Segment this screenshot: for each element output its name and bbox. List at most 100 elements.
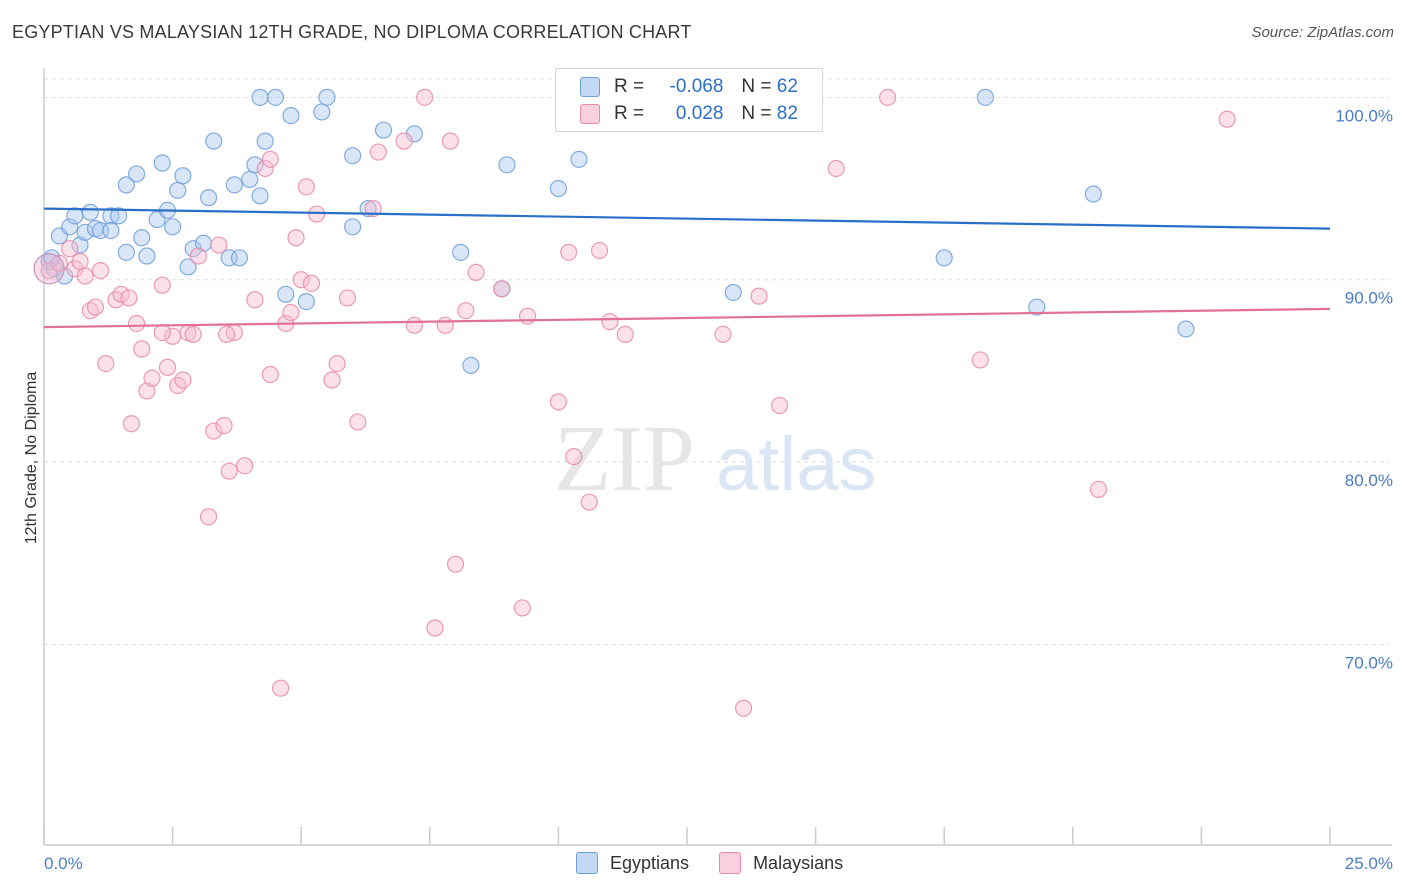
malaysians-point-7[interactable] (86, 298, 105, 316)
malaysians-point-2[interactable] (61, 240, 79, 258)
malaysians-point-18[interactable] (158, 358, 177, 376)
malaysians-point-66[interactable] (590, 241, 609, 260)
egyptians-point-31[interactable] (230, 249, 249, 267)
egyptians-point-30[interactable] (225, 176, 243, 194)
malaysians-point-9[interactable] (97, 354, 115, 373)
malaysians-point-31[interactable] (236, 457, 254, 475)
malaysians-point-16[interactable] (143, 369, 161, 387)
egyptians-point-55[interactable] (935, 249, 953, 267)
egyptians-point-13[interactable] (117, 243, 135, 261)
malaysians-point-47[interactable] (349, 413, 367, 431)
egyptians-point-41[interactable] (313, 103, 331, 121)
malaysians-point-33[interactable] (256, 159, 274, 178)
malaysians-point-74[interactable] (827, 159, 845, 178)
malaysians-point-61[interactable] (518, 307, 537, 325)
malaysians-point-53[interactable] (426, 619, 444, 637)
egyptians-point-33[interactable] (246, 156, 264, 174)
egyptians-point-28[interactable] (205, 132, 223, 150)
malaysians-point-50[interactable] (395, 132, 413, 150)
egyptians-point-14[interactable] (117, 176, 135, 194)
egyptians-point-37[interactable] (266, 88, 285, 106)
egyptians-point-54[interactable] (724, 283, 742, 302)
malaysians-point-68[interactable] (616, 325, 634, 344)
malaysians-point-35[interactable] (261, 365, 279, 384)
malaysians-point-38[interactable] (282, 303, 300, 322)
egyptians-point-34[interactable] (251, 187, 269, 205)
malaysians-point-60[interactable] (513, 599, 531, 617)
malaysians-point-52[interactable] (416, 88, 434, 106)
malaysians-point-12[interactable] (122, 415, 141, 433)
malaysians-point-28[interactable] (215, 416, 233, 435)
malaysians-point-21[interactable] (174, 371, 192, 389)
egyptians-point-44[interactable] (344, 218, 362, 236)
malaysians-point-65[interactable] (580, 493, 598, 511)
egyptians-point-22[interactable] (169, 181, 187, 199)
malaysians-point-54[interactable] (436, 316, 454, 334)
malaysians-point-1[interactable] (50, 254, 69, 272)
malaysians-point-79[interactable] (218, 325, 236, 344)
series-legend-malaysians[interactable]: Malaysians (719, 852, 843, 874)
egyptians-point-12[interactable] (102, 221, 120, 240)
malaysians-point-41[interactable] (297, 178, 315, 196)
malaysians-point-36[interactable] (272, 679, 290, 697)
egyptians-point-23[interactable] (174, 167, 192, 185)
egyptians-point-46[interactable] (374, 121, 393, 139)
malaysians-point-57[interactable] (457, 302, 475, 320)
malaysians-point-72[interactable] (750, 287, 768, 305)
malaysians-point-27[interactable] (210, 236, 228, 254)
egyptians-point-21[interactable] (164, 218, 182, 236)
malaysians-point-73[interactable] (770, 396, 789, 415)
malaysians-point-78[interactable] (1218, 110, 1236, 128)
malaysians-point-63[interactable] (560, 243, 578, 261)
egyptians-point-5[interactable] (66, 207, 84, 225)
malaysians-point-77[interactable] (1089, 480, 1108, 499)
malaysians-point-14[interactable] (133, 340, 151, 358)
egyptians-point-19[interactable] (153, 154, 171, 172)
malaysians-point-49[interactable] (369, 143, 387, 161)
malaysians-point-55[interactable] (441, 132, 459, 150)
malaysians-point-56[interactable] (446, 555, 465, 573)
egyptians-point-32[interactable] (241, 170, 259, 189)
egyptians-point-61[interactable] (109, 207, 128, 225)
malaysians-point-71[interactable] (734, 699, 753, 717)
malaysians-point-46[interactable] (338, 289, 357, 307)
malaysians-point-70[interactable] (714, 325, 732, 344)
series-legend-egyptians[interactable]: Egyptians (576, 852, 689, 874)
malaysians-point-26[interactable] (205, 422, 223, 440)
malaysians-point-45[interactable] (328, 354, 346, 373)
malaysians-point-43[interactable] (308, 205, 326, 223)
egyptians-point-51[interactable] (498, 156, 516, 174)
malaysians-point-44[interactable] (323, 371, 341, 389)
malaysians-point-34[interactable] (261, 150, 279, 168)
egyptians-point-15[interactable] (127, 165, 146, 183)
egyptians-point-58[interactable] (1084, 185, 1102, 203)
malaysians-point-13[interactable] (127, 314, 146, 333)
malaysians-point-42[interactable] (302, 274, 321, 292)
egyptians-point-38[interactable] (277, 285, 295, 303)
malaysians-point-67[interactable] (601, 313, 619, 331)
malaysians-point-25[interactable] (200, 508, 218, 526)
malaysians-point-80[interactable] (153, 323, 171, 342)
malaysians-point-17[interactable] (153, 276, 171, 294)
egyptians-point-52[interactable] (549, 179, 568, 198)
cluster-point[interactable] (33, 253, 65, 285)
egyptians-point-36[interactable] (251, 88, 269, 106)
egyptians-point-40[interactable] (297, 292, 315, 311)
malaysians-point-4[interactable] (71, 252, 89, 271)
egyptians-point-48[interactable] (452, 243, 470, 261)
malaysians-point-58[interactable] (467, 263, 485, 282)
malaysians-point-15[interactable] (138, 382, 156, 400)
malaysians-point-29[interactable] (220, 462, 238, 480)
malaysians-point-64[interactable] (565, 447, 583, 466)
malaysians-point-23[interactable] (184, 325, 202, 344)
egyptians-point-43[interactable] (344, 147, 362, 165)
malaysians-point-76[interactable] (971, 351, 989, 369)
egyptians-point-24[interactable] (179, 258, 197, 276)
egyptians-point-4[interactable] (61, 218, 79, 236)
egyptians-point-59[interactable] (1177, 320, 1195, 338)
malaysians-point-40[interactable] (292, 271, 310, 289)
egyptians-point-35[interactable] (256, 132, 274, 150)
egyptians-point-16[interactable] (133, 229, 151, 247)
egyptians-point-39[interactable] (282, 106, 300, 125)
egyptians-point-57[interactable] (1028, 298, 1046, 316)
